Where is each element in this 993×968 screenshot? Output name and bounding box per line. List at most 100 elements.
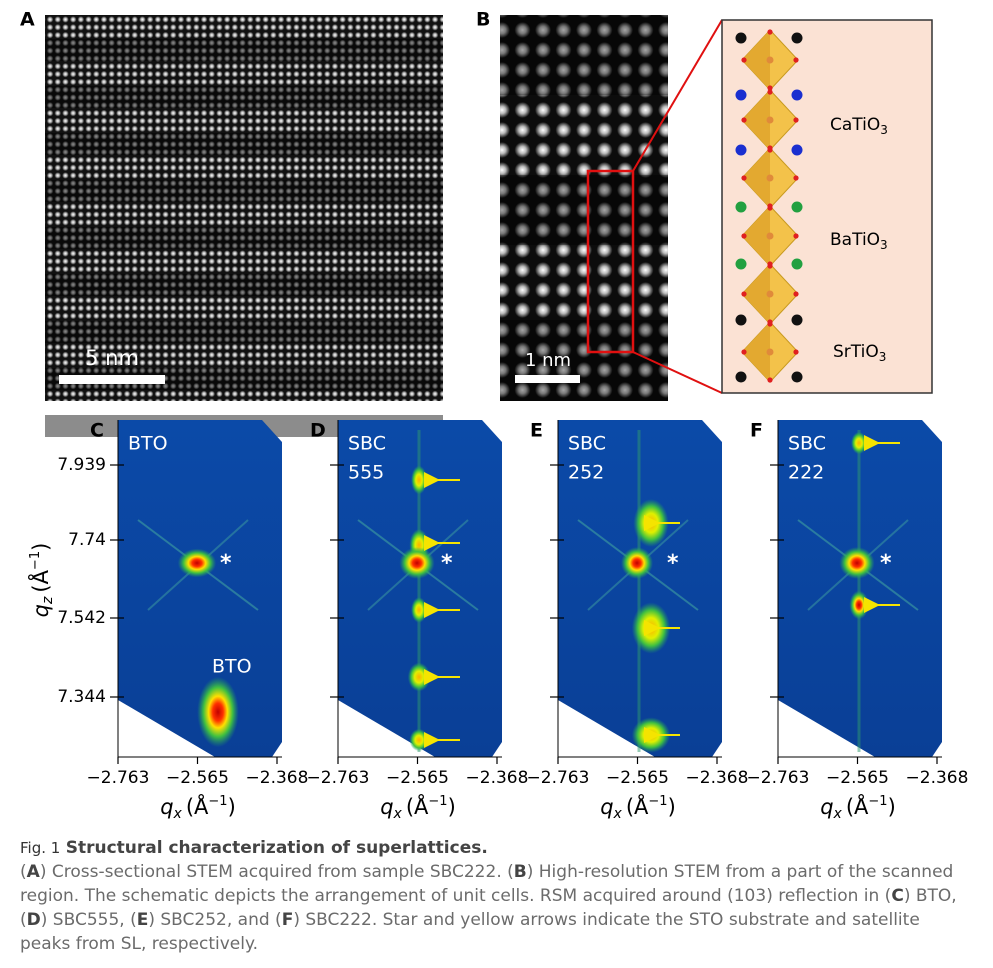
diffraction-peak [621,547,653,579]
stem-image-a [45,15,443,401]
ti-atom [766,290,774,298]
a-site-atom [735,258,747,270]
caption: Fig. 1 Structural characterization of su… [20,836,975,956]
o-atom [767,205,773,211]
diffraction-peak [177,548,217,578]
a-site-atom [791,258,803,270]
x-tick-label: −2.368 [246,768,309,788]
o-atom [793,291,799,297]
stem-bands [500,15,668,401]
dim-band [45,321,443,343]
x-tick-label: −2.368 [906,768,969,788]
star: * [667,551,679,576]
peak-label: BTO [212,656,252,678]
o-atom [793,233,799,239]
unit: (Å [846,793,869,819]
x-tick-label: −2.763 [307,768,370,788]
x-tick-label: −2.368 [686,768,749,788]
symbol: q [820,795,833,819]
diffraction-peak [839,547,875,579]
layer-label: BaTiO3 [830,230,888,252]
rsm-map [118,420,282,757]
symbol: q [160,795,173,819]
x-tick-label: −2.565 [606,768,669,788]
panel-ref: C [891,886,904,906]
unit: ) [668,795,676,819]
caption-text: ) SBC222. Star and yellow arrows indicat… [20,910,920,954]
formula: BaTiO [830,230,880,250]
octahedron-face [742,206,770,266]
caption-body: (A) Cross-sectional STEM acquired from s… [20,860,975,956]
exponent: −1 [428,794,447,809]
sample-label: SBC [568,433,606,455]
y-tick-label: 7.344 [57,687,106,707]
sample-label: 555 [348,462,384,484]
ti-atom [766,348,774,356]
panel-label: E [530,420,543,442]
x-tick-label: −2.565 [826,768,889,788]
a-site-atom [735,371,747,383]
diffraction-peak [409,728,429,752]
schematic-box [721,19,933,394]
ti-atom [766,116,774,124]
panel-ref: F [281,910,294,930]
dim-band [45,368,443,390]
o-atom [793,117,799,123]
unit: (Å [626,793,649,819]
o-atom [741,233,747,239]
y-tick-label: 7.542 [57,608,106,628]
formula: SrTiO [833,342,879,362]
x-tick-label: −2.763 [87,768,150,788]
diffraction-peak [411,465,427,495]
unit: (Å [406,793,429,819]
a-site-atom [791,201,803,213]
x-tick-label: −2.368 [466,768,529,788]
symbol: q [380,795,393,819]
exponent: −1 [648,794,667,809]
panel-label: F [750,420,763,442]
panel-ref: A [26,862,40,882]
diffraction-peak [411,597,427,623]
o-atom [793,175,799,181]
subscript: x [613,806,623,822]
o-atom [767,321,773,327]
caption-text: ) Cross-sectional STEM acquired from sam… [39,862,514,882]
x-axis-label: qx (Å−1) [160,793,236,822]
octahedron-face [742,264,770,324]
subscript: x [833,806,843,822]
sample-label: 222 [788,462,824,484]
o-atom [741,57,747,63]
exponent: −1 [28,551,43,570]
subscript: x [173,806,183,822]
zoom-box [586,169,635,354]
scale-bar-label: 5 nm [85,346,139,370]
dim-band [500,15,668,95]
y-tick-label: 7.939 [57,455,106,475]
octahedron-face [742,90,770,150]
diffraction-peak [849,590,869,620]
y-axis-label: qz (Å−1) [27,543,56,618]
a-site-atom [791,32,803,44]
scale-bar-label: 1 nm [525,350,571,371]
x-axis-label: qx (Å−1) [380,793,456,822]
dim-band [45,227,443,249]
dim-band [500,175,668,245]
star: * [880,551,892,576]
o-atom [767,85,773,91]
unit: ) [228,795,236,819]
o-atom [741,349,747,355]
diffraction-peak [407,662,431,692]
diffraction-peak [197,676,239,748]
y-tick-label: 7.74 [68,530,106,550]
unit-cell-schematic [735,29,803,383]
a-site-atom [735,32,747,44]
o-atom [767,89,773,95]
dim-band [500,320,668,401]
caption-text: ( [20,862,27,882]
unit: ) [888,795,896,819]
a-site-atom [735,144,747,156]
ti-atom [766,174,774,182]
diffraction-peak [399,547,435,579]
exponent: −1 [868,794,887,809]
